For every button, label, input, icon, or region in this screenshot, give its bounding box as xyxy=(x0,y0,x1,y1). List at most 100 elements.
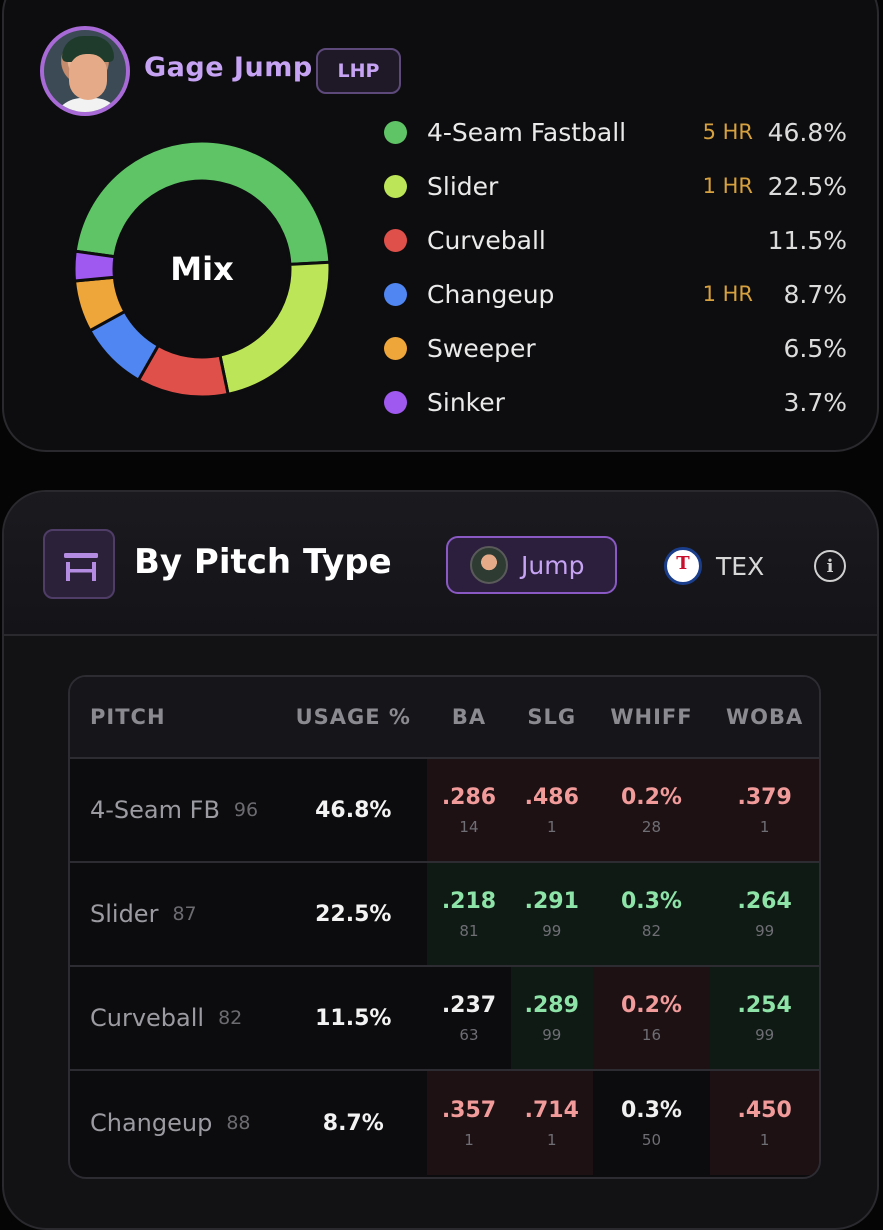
player-toggle-button[interactable]: Jump xyxy=(446,536,617,594)
legend-item[interactable]: Sweeper 6.5% xyxy=(384,321,849,375)
woba-percentile: 99 xyxy=(755,921,775,940)
legend-item[interactable]: Changeup 1 HR 8.7% xyxy=(384,267,849,321)
slg-cell: .289 99 xyxy=(510,967,593,1069)
slg-cell: .486 1 xyxy=(510,759,593,861)
legend-usage-pct: 6.5% xyxy=(783,333,847,363)
slg-percentile: 99 xyxy=(542,921,562,940)
slg-value: .486 xyxy=(524,784,579,810)
ba-value: .286 xyxy=(441,784,497,810)
table-row[interactable]: Slider 87 22.5% .218 81 .291 99 0.3% 82 .264 99 xyxy=(70,863,819,967)
team-toggle-button[interactable]: TEX xyxy=(664,544,764,588)
slg-cell: .291 99 xyxy=(510,863,593,965)
legend-color-dot xyxy=(384,228,407,252)
legend-pitch-name: Sinker xyxy=(427,387,505,417)
whiff-value: 0.3% xyxy=(620,888,682,914)
section-header: By Pitch Type Jump TEX i xyxy=(4,492,877,636)
slg-cell: .714 1 xyxy=(510,1071,593,1175)
whiff-value: 0.3% xyxy=(620,1097,682,1123)
legend-pitch-name: Slider xyxy=(427,171,499,201)
pitch-cell: Curveball 82 xyxy=(70,967,279,1069)
ba-cell: .237 63 xyxy=(427,967,511,1069)
ba-value: .237 xyxy=(441,992,497,1018)
col-header-slg[interactable]: SLG xyxy=(527,705,577,729)
player-toggle-label: Jump xyxy=(521,550,585,580)
woba-value: .264 xyxy=(737,888,792,914)
col-header-woba[interactable]: WOBA xyxy=(726,705,804,729)
table-header: PITCH USAGE % BA SLG WHIFF WOBA xyxy=(70,677,819,759)
usage-cell: 11.5% xyxy=(279,967,427,1069)
player-name[interactable]: Gage Jump xyxy=(144,52,313,83)
ba-percentile: 14 xyxy=(459,817,479,836)
col-header-ba[interactable]: BA xyxy=(451,705,487,729)
whiff-percentile: 50 xyxy=(641,1130,661,1149)
whiff-cell: 0.2% 16 xyxy=(592,967,711,1069)
usage-cell: 46.8% xyxy=(279,759,427,861)
whiff-value: 0.2% xyxy=(620,992,682,1018)
legend-color-dot xyxy=(384,282,407,306)
team-toggle-label: TEX xyxy=(716,551,765,581)
legend-item[interactable]: Slider 1 HR 22.5% xyxy=(384,159,849,213)
legend-color-dot xyxy=(384,174,407,198)
pitch-mix-legend: 4-Seam Fastball 5 HR 46.8% Slider 1 HR 22.5% C… xyxy=(384,105,849,429)
pitch-name: 4-Seam FB xyxy=(90,796,220,824)
by-pitch-type-card: By Pitch Type Jump TEX i PITCH USAGE % B… xyxy=(2,490,879,1230)
legend-pitch-name: Curveball xyxy=(427,225,546,255)
legend-usage-pct: 22.5% xyxy=(767,171,847,201)
slg-value: .289 xyxy=(524,992,579,1018)
usage-value: 11.5% xyxy=(315,1005,392,1031)
col-header-usage[interactable]: USAGE % xyxy=(295,705,411,729)
col-header-whiff[interactable]: WHIFF xyxy=(610,705,693,729)
donut-slice[interactable] xyxy=(72,249,117,283)
woba-cell: .254 99 xyxy=(710,967,819,1069)
table-row[interactable]: 4-Seam FB 96 46.8% .286 14 .486 1 0.2% 28 .379 1 xyxy=(70,759,819,863)
legend-item[interactable]: 4-Seam Fastball 5 HR 46.8% xyxy=(384,105,849,159)
usage-value: 8.7% xyxy=(322,1110,384,1136)
legend-usage-pct: 11.5% xyxy=(767,225,847,255)
pitch-name: Slider xyxy=(90,900,159,928)
legend-color-dot xyxy=(384,336,407,360)
legend-pitch-name: 4-Seam Fastball xyxy=(427,117,627,147)
donut-center-label: Mix xyxy=(170,250,234,288)
legend-home-runs: 5 HR xyxy=(702,120,753,144)
woba-value: .254 xyxy=(737,992,792,1018)
ba-cell: .286 14 xyxy=(427,759,511,861)
pitch-velocity: 88 xyxy=(226,1112,251,1134)
ba-cell: .357 1 xyxy=(427,1071,511,1175)
stool-icon xyxy=(43,529,115,599)
whiff-value: 0.2% xyxy=(620,784,682,810)
table-row[interactable]: Curveball 82 11.5% .237 63 .289 99 0.2% 16 .254 99 xyxy=(70,967,819,1071)
woba-percentile: 99 xyxy=(755,1025,775,1044)
legend-home-runs: 1 HR xyxy=(702,282,753,306)
woba-value: .379 xyxy=(737,784,792,810)
legend-color-dot xyxy=(384,390,407,414)
handedness-badge: LHP xyxy=(316,48,401,94)
col-header-pitch[interactable]: PITCH xyxy=(90,705,166,729)
whiff-cell: 0.3% 50 xyxy=(592,1071,711,1175)
whiff-cell: 0.3% 82 xyxy=(592,863,711,965)
info-icon[interactable]: i xyxy=(814,550,846,582)
donut-slice[interactable] xyxy=(218,260,332,397)
whiff-percentile: 28 xyxy=(641,817,661,836)
donut-slice[interactable] xyxy=(73,139,332,266)
legend-item[interactable]: Curveball 11.5% xyxy=(384,213,849,267)
slg-value: .291 xyxy=(524,888,579,914)
pitch-cell: Changeup 88 xyxy=(70,1071,279,1175)
legend-home-runs: 1 HR xyxy=(702,174,753,198)
ba-percentile: 63 xyxy=(459,1025,479,1044)
legend-pitch-name: Sweeper xyxy=(427,333,536,363)
section-title: By Pitch Type xyxy=(134,542,392,582)
table-row[interactable]: Changeup 88 8.7% .357 1 .714 1 0.3% 50 .450 1 xyxy=(70,1071,819,1175)
rangers-logo-icon xyxy=(664,547,702,585)
whiff-percentile: 82 xyxy=(641,921,661,940)
woba-cell: .379 1 xyxy=(710,759,819,861)
table-body: 4-Seam FB 96 46.8% .286 14 .486 1 0.2% 28 .379 1 Sl… xyxy=(70,759,819,1175)
usage-value: 22.5% xyxy=(315,901,392,927)
legend-usage-pct: 8.7% xyxy=(783,279,847,309)
ba-value: .357 xyxy=(441,1097,497,1123)
pitch-cell: 4-Seam FB 96 xyxy=(70,759,279,861)
pitch-name: Changeup xyxy=(90,1109,213,1137)
legend-item[interactable]: Sinker 3.7% xyxy=(384,375,849,429)
woba-cell: .264 99 xyxy=(710,863,819,965)
woba-cell: .450 1 xyxy=(710,1071,819,1175)
player-avatar[interactable] xyxy=(40,26,130,116)
